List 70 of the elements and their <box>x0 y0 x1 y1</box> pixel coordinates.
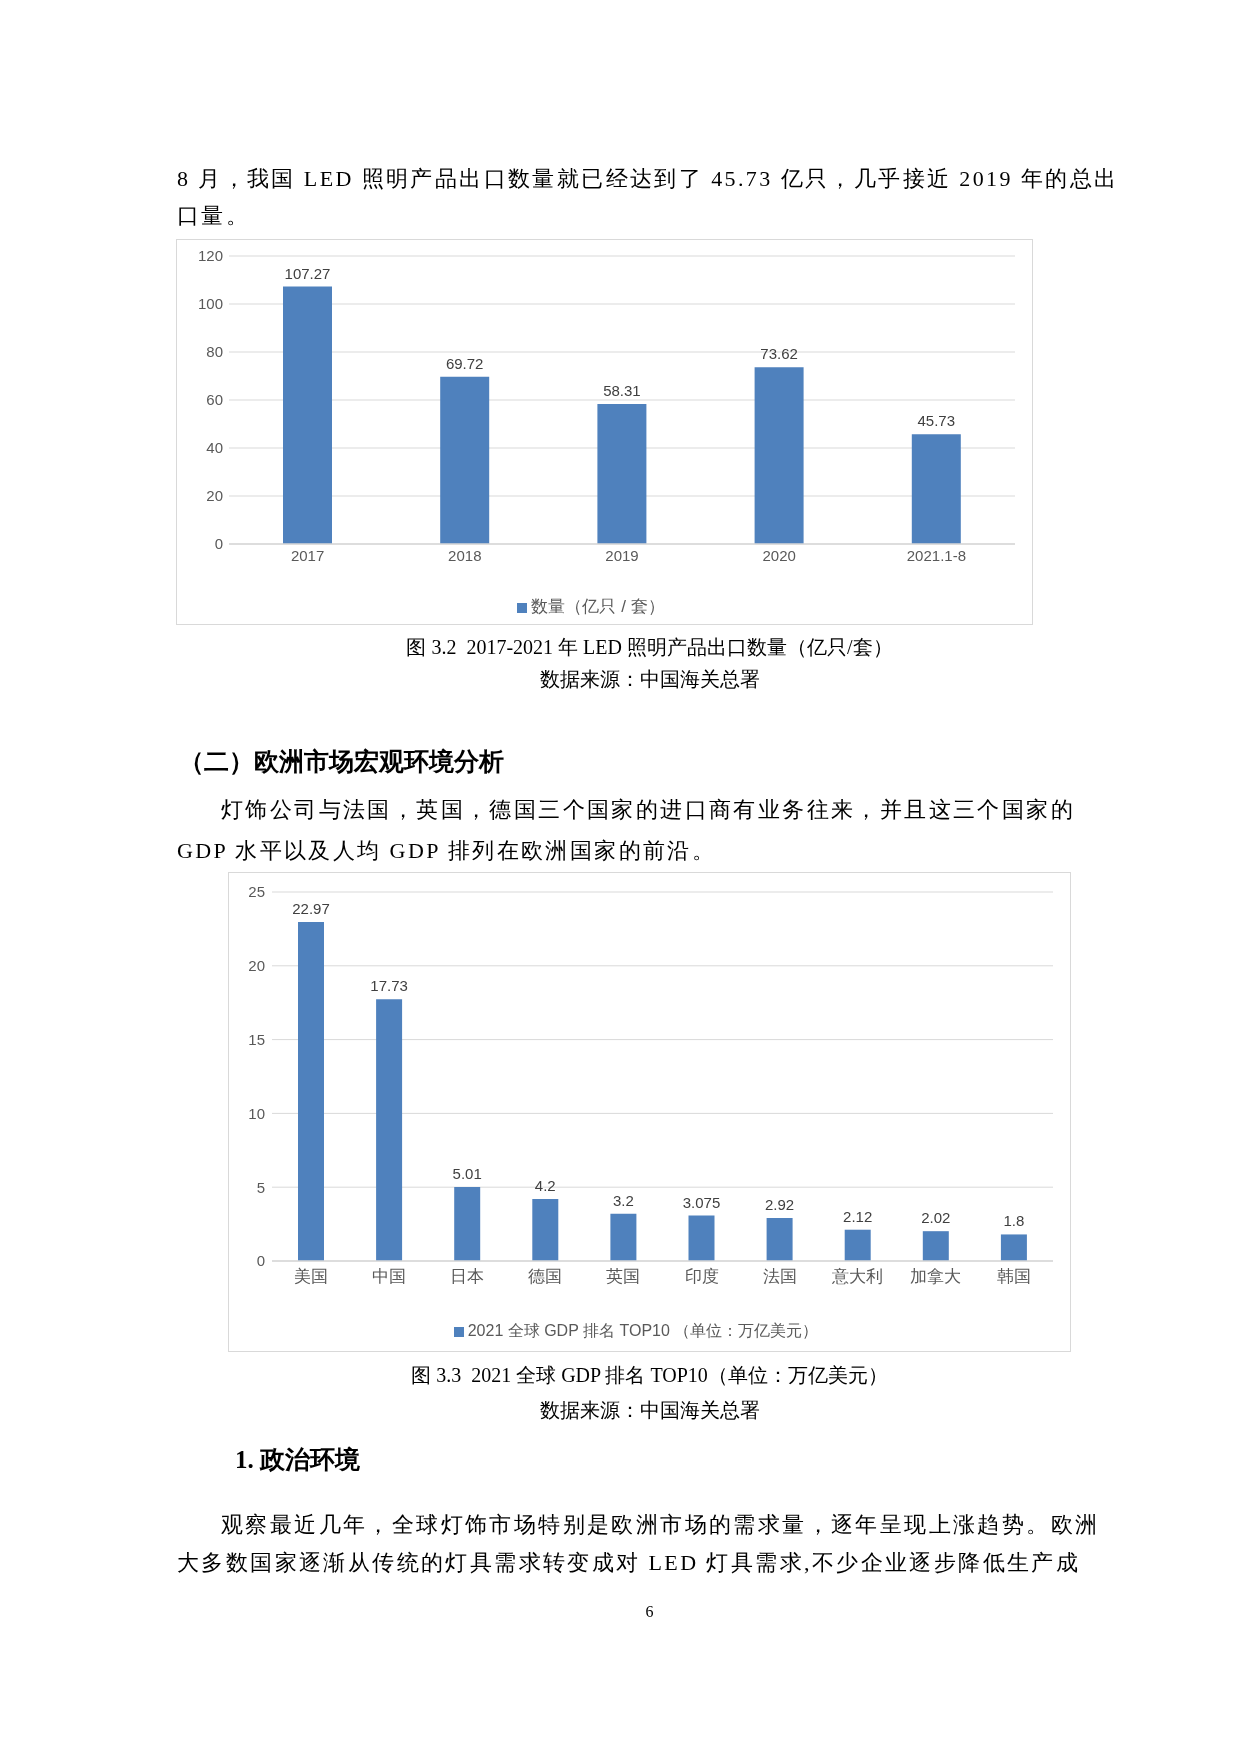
bar <box>532 1199 559 1261</box>
data-label: 3.2 <box>612 1191 634 1209</box>
bar <box>766 1217 793 1261</box>
data-label: 2.12 <box>843 1207 873 1225</box>
data-label: 45.73 <box>917 412 956 430</box>
caption: 图 3.2 2017-2021 年 LED 照明产品出口数量（亿只/套） <box>405 635 894 660</box>
x-tick-label: 意大利 <box>831 1267 884 1287</box>
x-tick-label: 加拿大 <box>910 1267 962 1287</box>
y-tick-label: 0 <box>214 535 223 553</box>
x-tick-label: 2021.1-8 <box>906 546 967 564</box>
data-label: 2.02 <box>921 1209 951 1227</box>
data-label: 73.62 <box>760 345 798 363</box>
source-note: 数据来源：中国海关总署 <box>538 1398 761 1423</box>
y-tick-label: 25 <box>248 883 265 901</box>
data-label: 22.97 <box>292 899 330 917</box>
x-tick-label: 中国 <box>372 1267 407 1287</box>
x-tick-label: 2020 <box>762 546 796 564</box>
caption: 图 3.3 2021 全球 GDP 排名 TOP10（单位：万亿美元） <box>410 1363 889 1388</box>
x-tick-label: 美国 <box>294 1267 329 1287</box>
y-tick-label: 0 <box>256 1252 265 1270</box>
bar <box>597 404 647 544</box>
legend-label: 2021 全球 GDP 排名 TOP10 （单位：万亿美元） <box>467 1322 819 1339</box>
y-tick-label: 20 <box>206 487 223 505</box>
bar <box>754 367 804 544</box>
data-label: 5.01 <box>452 1165 482 1183</box>
text: 6 <box>644 1602 655 1622</box>
data-label: 58.31 <box>603 382 641 400</box>
y-tick-label: 120 <box>197 247 223 265</box>
data-label: 3.075 <box>682 1193 721 1211</box>
y-tick-label: 100 <box>197 295 223 313</box>
data-label: 2.92 <box>765 1195 795 1213</box>
text: （二）欧洲市场宏观环境分析 <box>179 747 505 777</box>
data-label: 17.73 <box>370 977 408 995</box>
bar <box>376 999 403 1261</box>
source-note: 数据来源：中国海关总署 <box>538 667 761 692</box>
x-tick-label: 印度 <box>684 1267 719 1287</box>
text: 8 月，我国 LED 照明产品出口数量就已经达到了 45.73 亿只，几乎接近 2019 年的总出口量。 <box>177 165 1120 230</box>
text: 1. 政治环境 <box>235 1445 361 1475</box>
text: 观察最近几年，全球灯饰市场特别是欧洲市场的需求量，逐年呈现上涨趋势。欧洲大多数国家逐渐从传统的灯具需求转变成对 LED 灯具需求,不少企业逐步降低生产成 <box>177 1511 1101 1577</box>
bar <box>283 286 332 544</box>
x-tick-label: 韩国 <box>996 1267 1031 1287</box>
x-tick-label: 英国 <box>606 1267 641 1287</box>
bar <box>440 376 490 544</box>
data-label: 69.72 <box>445 354 484 372</box>
bar <box>454 1187 481 1261</box>
bar <box>922 1231 949 1261</box>
data-label: 4.2 <box>534 1177 556 1195</box>
x-tick-label: 法国 <box>762 1267 797 1287</box>
y-tick-label: 40 <box>206 439 223 457</box>
bar <box>911 434 961 544</box>
y-tick-label: 15 <box>248 1030 265 1048</box>
bar <box>610 1213 637 1261</box>
y-tick-label: 80 <box>206 343 223 361</box>
x-tick-label: 2018 <box>448 546 482 564</box>
bar <box>844 1229 871 1261</box>
text: 灯饰公司与法国，英国，德国三个国家的进口商有业务往来，并且这三个国家的 GDP 水平以及人均 GDP 排列在欧洲国家的前沿。 <box>177 796 1076 865</box>
y-tick-label: 5 <box>256 1178 265 1196</box>
bar <box>688 1215 715 1261</box>
data-label: 107.27 <box>284 264 331 282</box>
x-tick-label: 2017 <box>290 546 325 564</box>
data-label: 1.8 <box>1003 1212 1025 1230</box>
x-tick-label: 2019 <box>605 546 639 564</box>
y-tick-label: 20 <box>248 957 265 975</box>
x-tick-label: 日本 <box>450 1267 485 1287</box>
y-tick-label: 10 <box>248 1104 265 1122</box>
bar <box>298 921 324 1261</box>
y-tick-label: 60 <box>206 391 223 409</box>
x-tick-label: 德国 <box>528 1267 563 1287</box>
legend-label: 数量（亿只 / 套） <box>531 597 665 616</box>
bar <box>1000 1234 1027 1261</box>
